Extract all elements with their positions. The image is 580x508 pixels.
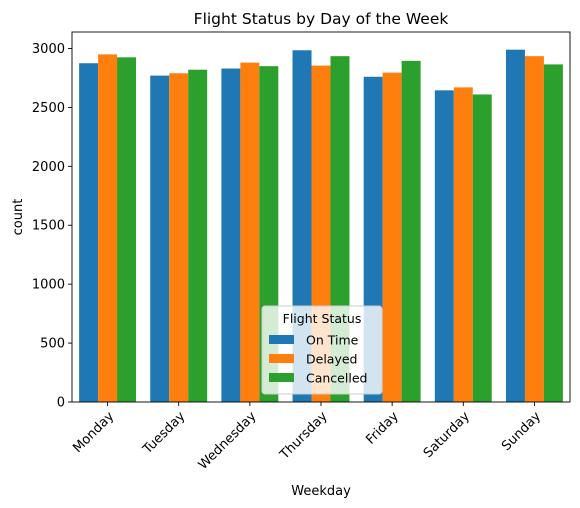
x-tick-label-sunday: Sunday (499, 409, 544, 454)
bar-tuesday-delayed (169, 73, 189, 402)
x-tick-label-saturday: Saturday (421, 409, 473, 461)
bar-saturday-cancelled (472, 94, 492, 402)
x-axis: Monday Tuesday Wednesday Thursday Friday Satu… (70, 402, 544, 473)
chart-title: Flight Status by Day of the Week (194, 10, 449, 28)
y-tick-label: 2500 (32, 101, 65, 116)
legend-label-on-time: On Time (306, 333, 359, 348)
bar-monday-on-time (79, 63, 99, 403)
bar-saturday-delayed (453, 87, 473, 402)
legend-swatch-cancelled (269, 373, 294, 382)
y-tick-label: 2000 (32, 160, 65, 175)
bar-wednesday-on-time (221, 68, 241, 403)
y-axis: 0 500 1000 1500 2000 2500 3000 (32, 42, 72, 411)
bar-monday-delayed (98, 54, 118, 402)
y-tick-label: 0 (57, 396, 65, 411)
y-tick-label: 1000 (32, 278, 65, 293)
y-axis-title: count (11, 199, 26, 236)
y-tick-label: 3000 (32, 42, 65, 57)
legend-label-cancelled: Cancelled (306, 371, 367, 386)
bar-tuesday-cancelled (188, 69, 208, 403)
bar-sunday-cancelled (543, 64, 563, 403)
legend-swatch-delayed (269, 354, 294, 363)
y-tick-label: 1500 (32, 219, 65, 234)
bar-tuesday-on-time (150, 75, 170, 402)
bar-wednesday-delayed (240, 62, 260, 403)
x-tick-label-monday: Monday (70, 409, 117, 456)
bar-monday-cancelled (117, 57, 137, 402)
bar-friday-cancelled (401, 60, 421, 403)
x-axis-title: Weekday (291, 484, 351, 499)
x-tick-label-wednesday: Wednesday (196, 409, 260, 473)
legend-box (261, 305, 383, 395)
x-tick-label-friday: Friday (363, 409, 402, 448)
bar-sunday-on-time (505, 49, 525, 402)
legend-swatch-on-time (269, 335, 294, 344)
bar-saturday-on-time (434, 90, 454, 402)
legend-title: Flight Status (283, 311, 362, 326)
y-tick-label: 500 (40, 337, 65, 352)
bar-sunday-delayed (524, 56, 544, 402)
legend-label-delayed: Delayed (306, 352, 357, 367)
bars-layer (79, 49, 563, 403)
legend: Flight Status On Time Delayed Cancelled (261, 305, 383, 395)
x-tick-label-thursday: Thursday (277, 409, 331, 463)
bar-friday-delayed (382, 72, 402, 402)
x-tick-label-tuesday: Tuesday (140, 409, 189, 458)
legend-items: On Time Delayed Cancelled (269, 333, 367, 386)
